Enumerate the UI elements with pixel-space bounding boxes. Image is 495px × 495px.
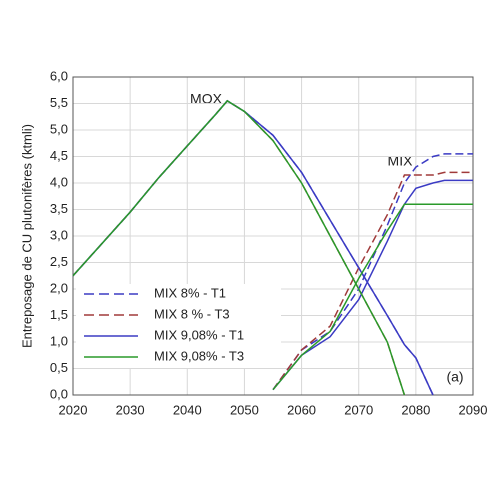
- y-tick-label: 4,0: [50, 174, 68, 189]
- x-tick-label: 2020: [59, 402, 88, 417]
- y-tick-label: 3,0: [50, 227, 68, 242]
- x-tick-label: 2050: [230, 402, 259, 417]
- series-line: [272, 179, 473, 391]
- y-tick-label: 5,5: [50, 95, 68, 110]
- legend-label: MIX 9,08% - T1: [154, 327, 244, 342]
- y-tick-label: 0,5: [50, 360, 68, 375]
- y-tick-label: 5,0: [50, 121, 68, 136]
- y-tick-label: 3,5: [50, 201, 68, 216]
- annotation: (a): [446, 369, 463, 385]
- y-tick-label: 2,5: [50, 254, 68, 269]
- y-tick-label: 4,5: [50, 148, 68, 163]
- series-line: [72, 99, 406, 396]
- x-tick-label: 2090: [459, 402, 488, 417]
- x-tick-label: 2030: [116, 402, 145, 417]
- x-tick-label: 2080: [401, 402, 430, 417]
- x-tick-label: 2060: [287, 402, 316, 417]
- annotation: MOX: [190, 91, 223, 107]
- y-tick-label: 1,5: [50, 307, 68, 322]
- legend-box: [76, 284, 281, 368]
- y-tick-label: 1,0: [50, 333, 68, 348]
- y-tick-label: 6,0: [50, 68, 68, 83]
- plot-frame: [72, 76, 474, 396]
- plot: 0,0 0,5 1,0 1,5 2,0 2,5 3,0 3,5 4,0 4,5 5,0 5,5 6,0 2…: [50, 68, 488, 417]
- series-line: [272, 171, 473, 391]
- y-tick-label: 0,0: [50, 386, 68, 401]
- legend-label: MIX 9,08% - T3: [154, 348, 244, 363]
- series-line: [272, 153, 473, 391]
- y-axis-label: Entreposage de CU plutonifères (ktmli): [19, 124, 34, 348]
- x-tick-label: 2040: [173, 402, 202, 417]
- annotation: MIX: [388, 153, 414, 169]
- x-tick-label: 2070: [344, 402, 373, 417]
- legend-label: MIX 8 % - T3: [154, 306, 230, 321]
- series-line: [272, 203, 473, 391]
- y-tick-label: 2,0: [50, 280, 68, 295]
- legend-label: MIX 8% - T1: [154, 285, 226, 300]
